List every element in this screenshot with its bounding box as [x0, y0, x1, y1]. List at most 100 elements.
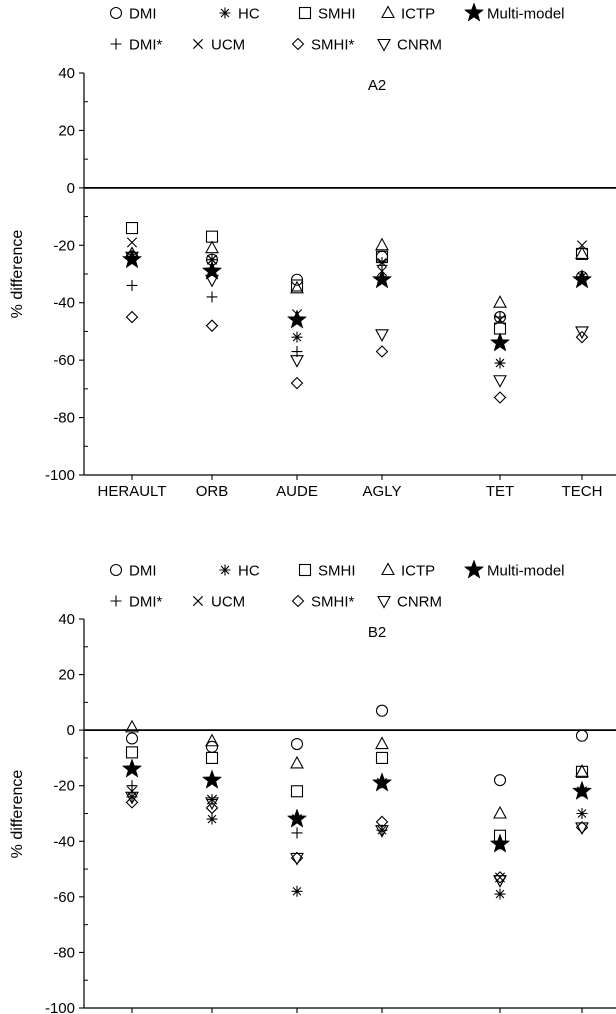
point-cnrm-tech [575, 822, 589, 836]
point-ictp-tech [575, 764, 589, 777]
point-dmi-orb [205, 740, 219, 753]
y-tick-label: -60 [53, 889, 75, 906]
legend-marker-dmi [109, 6, 123, 20]
legend-marker-dmi [109, 563, 123, 577]
point-multi-model-aude [286, 309, 308, 329]
point-cnrm-orb [205, 274, 219, 288]
point-dmi--agly [376, 259, 388, 271]
chart-panel-B2: DMI HC SMHI ICTP Multi-model DMI* UCM SMHI* CNRM… [9, 559, 616, 1014]
point-dmi--herault [126, 279, 138, 291]
legend-marker-hc [219, 7, 231, 19]
point-smhi--orb [205, 801, 219, 815]
legend-label-multi-model: Multi-model [487, 563, 565, 580]
y-tick-label: 40 [58, 611, 75, 628]
point-ucm-tet [494, 314, 506, 326]
point-ucm-aude [291, 813, 303, 825]
point-smhi--agly [375, 815, 389, 829]
legend-marker-ucm [192, 595, 204, 607]
legend-label-dmi: DMI [129, 6, 157, 23]
legend-marker-multi-model [463, 2, 485, 22]
point-smhi-aude [290, 785, 304, 798]
legend-label-dmi-: DMI* [129, 594, 162, 611]
point-ictp-tech [575, 246, 589, 259]
point-ucm-tech [576, 240, 588, 251]
point-dmi--tet [494, 838, 506, 850]
point-cnrm-orb [205, 797, 219, 811]
panel-title: B2 [368, 624, 386, 641]
legend: DMI HC SMHI ICTP Multi-model DMI* UCM SMHI* CNRM [109, 2, 565, 54]
point-dmi-aude [290, 737, 304, 751]
legend-marker-cnrm [377, 38, 391, 52]
point-dmi--aude [291, 827, 303, 839]
legend-label-dmi-: DMI* [129, 37, 162, 54]
point-ictp-herault [125, 719, 139, 733]
legend-marker-smhi [298, 6, 312, 20]
point-ictp-tet [493, 295, 507, 308]
point-cnrm-tech [575, 326, 589, 340]
point-smhi--tet [493, 391, 507, 404]
point-cnrm-tet [493, 375, 507, 388]
point-hc-aude [291, 331, 303, 343]
legend-label-ictp: ICTP [401, 6, 435, 23]
point-hc-tet [494, 357, 506, 369]
point-ucm-tech [576, 786, 588, 797]
legend-marker-multi-model [463, 559, 485, 579]
point-dmi--orb [206, 291, 218, 303]
legend-marker-hc [219, 564, 231, 576]
legend-marker-smhi- [291, 37, 305, 51]
point-multi-model-tet [489, 332, 511, 352]
point-dmi--herault [126, 780, 138, 792]
point-ucm-aude [291, 309, 303, 320]
point-ucm-agly [376, 266, 388, 277]
y-tick-label: -100 [45, 467, 75, 484]
point-cnrm-aude [290, 852, 304, 866]
data-points [121, 222, 593, 404]
point-smhi--herault [125, 310, 139, 324]
point-smhi--aude [290, 376, 304, 390]
x-tick-label: AUDE [276, 483, 318, 500]
point-smhi-herault [125, 222, 139, 235]
y-tick-label: 0 [67, 722, 75, 739]
legend-label-hc: HC [238, 6, 260, 23]
point-cnrm-herault [125, 791, 139, 805]
y-axis-label: % difference [9, 770, 26, 859]
legend-marker-ictp [381, 5, 395, 19]
point-multi-model-orb [201, 260, 223, 280]
y-tick-label: -80 [53, 410, 75, 427]
point-hc-orb [206, 813, 218, 825]
point-hc-tet [494, 888, 506, 900]
legend-label-smhi-: SMHI* [311, 37, 355, 54]
y-tick-label: -40 [53, 295, 75, 312]
point-ictp-orb [205, 240, 219, 254]
point-ucm-orb [206, 254, 218, 265]
point-ucm-agly [376, 777, 388, 788]
point-smhi-aude [290, 279, 304, 292]
legend-label-ucm: UCM [211, 594, 245, 611]
legend-marker-smhi [298, 563, 312, 577]
point-cnrm-agly [375, 825, 389, 838]
point-ucm-herault [126, 786, 138, 797]
legend-label-smhi-: SMHI* [311, 594, 355, 611]
legend-label-dmi: DMI [129, 563, 157, 580]
point-dmi-herault [125, 732, 139, 745]
point-cnrm-tet [493, 875, 507, 888]
point-dmi-agly [375, 704, 389, 717]
point-smhi--tech [575, 330, 589, 344]
x-tick-label: TECH [562, 483, 603, 500]
point-multi-model-herault [121, 758, 143, 778]
legend: DMI HC SMHI ICTP Multi-model DMI* UCM SMHI* CNRM [109, 559, 565, 611]
x-tick-label: HERAULT [98, 483, 167, 500]
point-ictp-orb [205, 733, 219, 747]
y-tick-label: -20 [53, 237, 75, 254]
point-smhi-herault [125, 746, 139, 759]
y-tick-label: -100 [45, 1000, 75, 1014]
y-tick-label: -60 [53, 352, 75, 369]
point-smhi--orb [205, 319, 219, 332]
legend-marker-ictp [381, 562, 395, 576]
x-tick-label: TET [486, 483, 514, 500]
point-dmi-tech [575, 729, 589, 742]
point-ictp-aude [290, 280, 304, 294]
point-multi-model-agly [371, 269, 393, 289]
point-ictp-tet [493, 805, 507, 819]
point-dmi--tech [576, 271, 588, 283]
